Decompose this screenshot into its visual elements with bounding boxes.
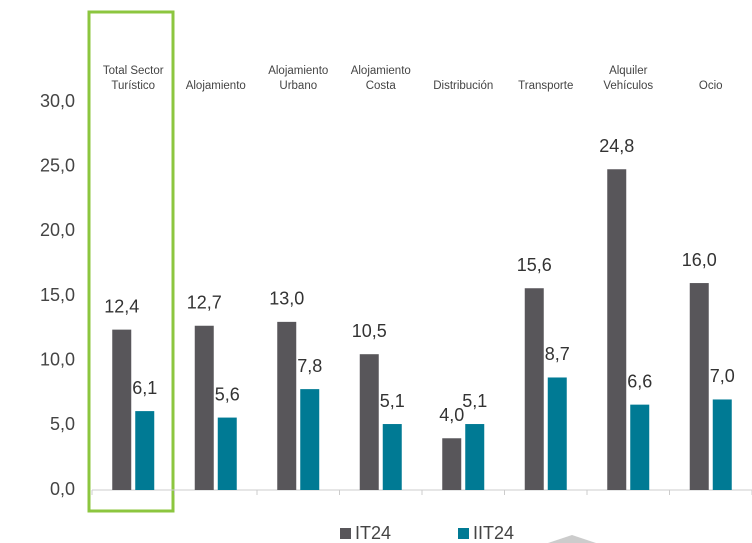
data-label: 5,1 — [380, 391, 405, 411]
data-label: 15,6 — [517, 255, 552, 275]
data-label: 7,8 — [297, 356, 322, 376]
data-label: 5,1 — [462, 391, 487, 411]
category-text: Distribución — [433, 80, 494, 92]
category-label: Ocio — [668, 50, 752, 94]
bar — [465, 424, 485, 490]
data-label: 10,5 — [352, 321, 387, 341]
y-tick-label: 10,0 — [40, 349, 75, 369]
category-text: Alojamiento — [185, 80, 246, 92]
data-label: 8,7 — [545, 344, 570, 364]
data-label: 12,4 — [104, 296, 139, 316]
data-label: 4,0 — [439, 405, 464, 425]
highlight-box — [87, 10, 175, 513]
y-tick-label: 0,0 — [50, 479, 75, 499]
category-text: Alojamiento Urbano — [268, 65, 329, 92]
category-label: Alquiler Vehículos — [585, 50, 671, 94]
bar — [442, 438, 462, 490]
bar — [712, 399, 732, 490]
category-text: Total Sector Turístico — [102, 65, 164, 92]
data-label: 7,0 — [710, 366, 735, 386]
bar — [382, 424, 402, 490]
bar — [359, 354, 379, 490]
legend-swatch — [458, 528, 469, 539]
bar — [194, 325, 214, 490]
y-tick-label: 5,0 — [50, 414, 75, 434]
category-label: Alojamiento — [173, 50, 259, 94]
data-label: 5,6 — [215, 384, 240, 404]
legend-swatch — [340, 528, 351, 539]
decoration — [548, 535, 596, 543]
legend-label: IIT24 — [473, 523, 514, 543]
data-label: 6,1 — [132, 378, 157, 398]
data-label: 24,8 — [599, 136, 634, 156]
category-text: Alojamiento Costa — [350, 65, 411, 92]
category-text: Transporte — [518, 80, 574, 92]
bar — [607, 169, 627, 490]
category-label: Total Sector Turístico — [90, 50, 176, 94]
bar — [112, 329, 132, 490]
data-label: 12,7 — [187, 292, 222, 312]
y-tick-label: 25,0 — [40, 155, 75, 175]
bar — [630, 404, 650, 490]
category-label: Alojamiento Urbano — [255, 50, 341, 94]
bar — [277, 321, 297, 490]
category-label: Transporte — [503, 50, 589, 94]
y-tick-label: 15,0 — [40, 285, 75, 305]
bar — [524, 288, 544, 490]
category-text: Ocio — [698, 80, 723, 92]
bar — [300, 389, 320, 490]
bar — [135, 411, 155, 490]
category-label: Alojamiento Costa — [338, 50, 424, 94]
data-label: 16,0 — [682, 250, 717, 270]
y-tick-label: 30,0 — [40, 91, 75, 111]
data-label: 6,6 — [627, 371, 652, 391]
bar — [217, 417, 237, 490]
y-tick-label: 20,0 — [40, 220, 75, 240]
category-text: Alquiler Vehículos — [603, 65, 654, 92]
bar — [689, 283, 709, 490]
category-label: Distribución — [420, 50, 506, 94]
data-label: 13,0 — [269, 289, 304, 309]
bar — [547, 377, 567, 490]
legend-label: IT24 — [355, 523, 391, 543]
